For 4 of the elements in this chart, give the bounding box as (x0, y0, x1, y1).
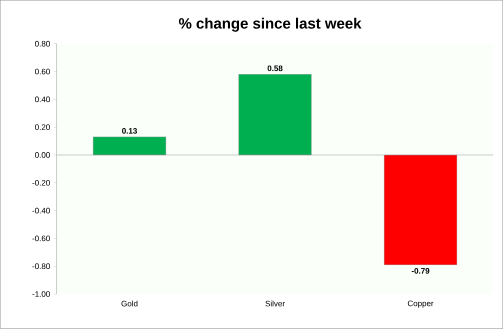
chart-title: % change since last week (178, 18, 362, 32)
bar (384, 154, 458, 266)
bar (238, 74, 312, 156)
bar (92, 136, 166, 156)
